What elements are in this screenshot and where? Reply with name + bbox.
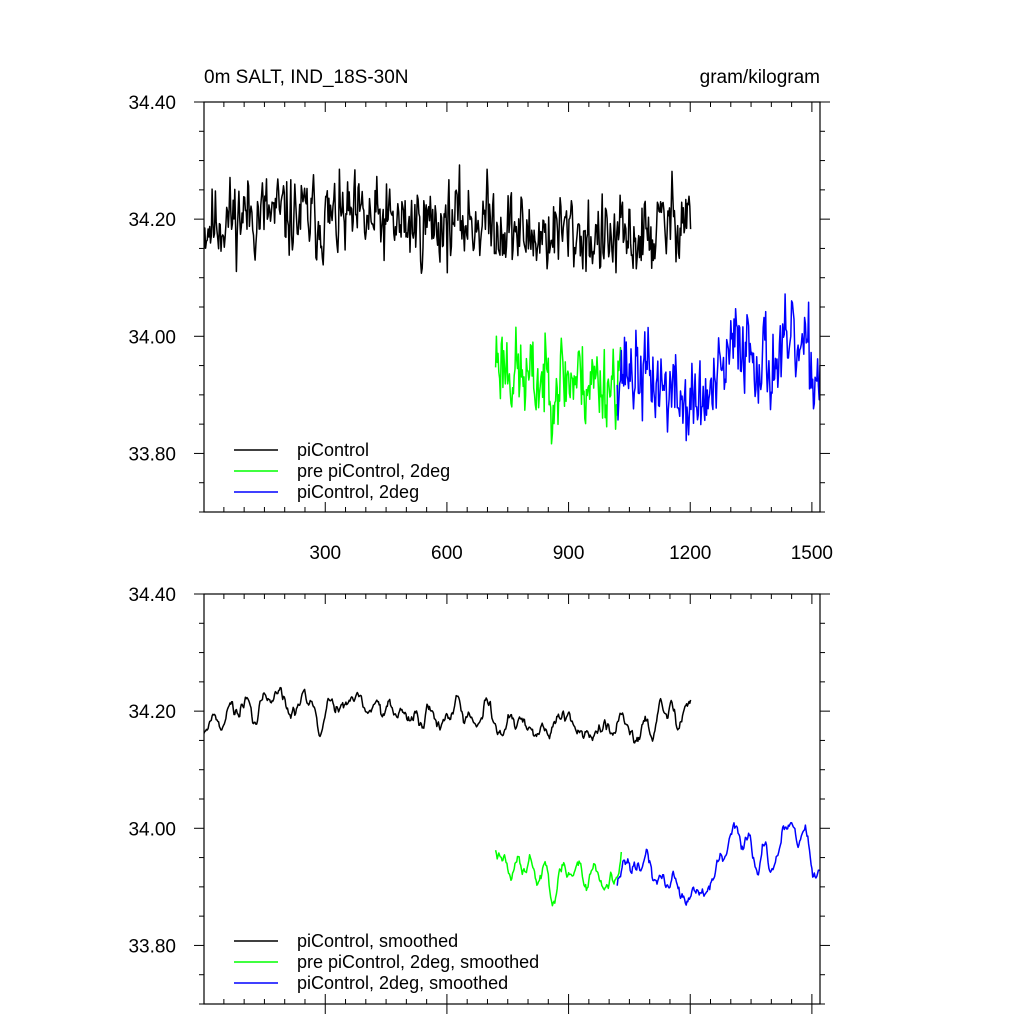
chart-title-left: 0m SALT, IND_18S-30N xyxy=(204,67,409,88)
legend-label: pre piControl, 2deg xyxy=(297,461,450,481)
top-panel: 33.80 34.00 34.20 34.40 300 600 900 1200 1500 piC… xyxy=(128,93,833,564)
y-tick-label: 34.00 xyxy=(128,327,176,348)
series-line-0 xyxy=(204,164,692,274)
y-tick-label: 33.80 xyxy=(128,444,176,465)
series-group xyxy=(204,686,820,907)
y-tick-label: 34.40 xyxy=(128,585,176,606)
legend-label: piControl, 2deg, smoothed xyxy=(297,973,508,993)
chart-title-right: gram/kilogram xyxy=(700,67,820,88)
series-line-0 xyxy=(204,686,692,744)
y-tick-label: 34.20 xyxy=(128,702,176,723)
y-tick-label: 33.80 xyxy=(128,936,176,957)
series-line-2 xyxy=(616,821,820,906)
series-group xyxy=(204,164,820,445)
x-tick-label: 600 xyxy=(431,543,463,564)
y-tick-label: 34.00 xyxy=(128,819,176,840)
series-line-1 xyxy=(494,850,623,907)
y-tick-label: 34.20 xyxy=(128,210,176,231)
legend-label: pre piControl, 2deg, smoothed xyxy=(297,952,539,972)
legend-label: piControl, smoothed xyxy=(297,931,458,951)
legend-label: piControl xyxy=(297,440,369,460)
x-tick-label: 300 xyxy=(309,543,341,564)
x-tick-label: 1200 xyxy=(669,543,711,564)
x-tick-label: 1500 xyxy=(791,543,833,564)
legend-label: piControl, 2deg xyxy=(297,482,419,502)
x-tick-label: 900 xyxy=(553,543,585,564)
y-tick-label: 34.40 xyxy=(128,93,176,114)
series-line-2 xyxy=(616,293,820,442)
series-line-1 xyxy=(494,326,623,445)
